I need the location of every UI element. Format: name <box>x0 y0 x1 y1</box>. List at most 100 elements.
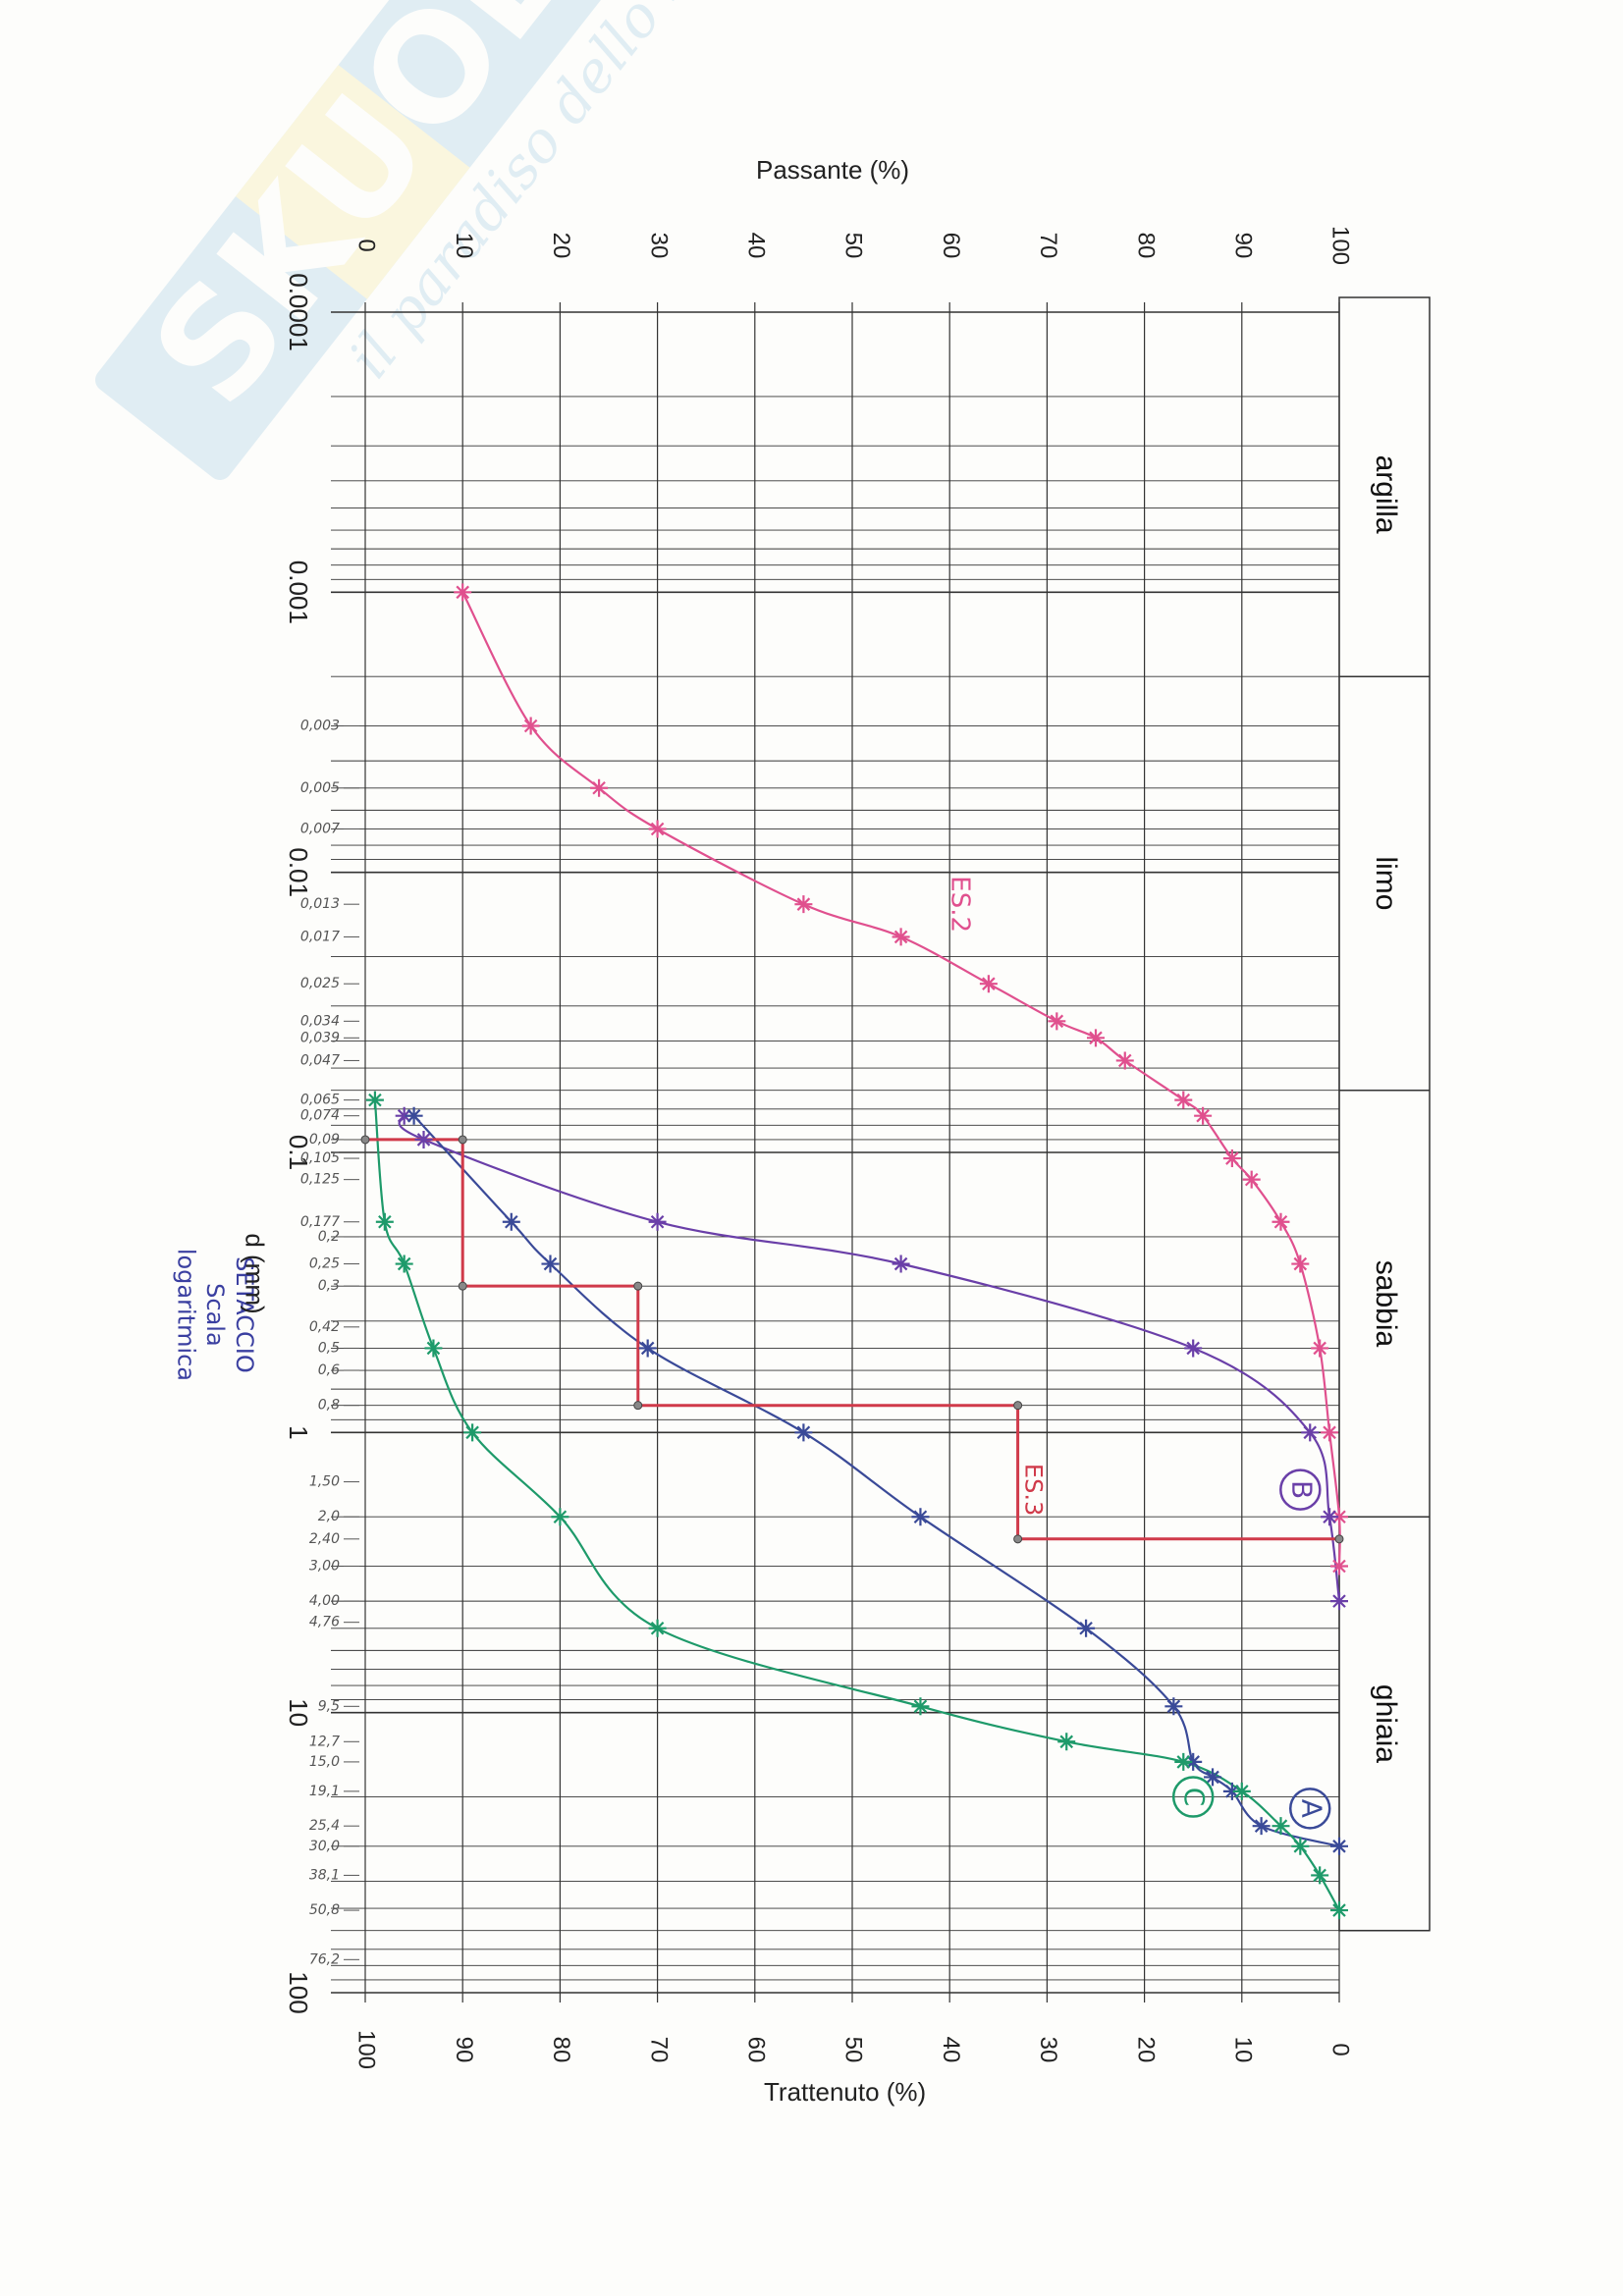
sieve-label: 0,074 <box>300 1108 340 1124</box>
point-ES.2 <box>1330 1508 1348 1526</box>
annotation-logaritmica: logaritmica <box>172 1249 199 1381</box>
series-line-B <box>398 1115 1341 1602</box>
tick-label-d: 10 <box>284 1698 313 1727</box>
sieve-label: 0,013 <box>300 896 340 912</box>
tick-label-trattenuto: 60 <box>742 2037 769 2063</box>
zone-label-argilla: argilla <box>1370 455 1402 534</box>
annotation-ES.3: ES.3 <box>1020 1464 1048 1516</box>
point-ES.2 <box>1242 1170 1261 1189</box>
point-B <box>1330 1592 1348 1611</box>
point-A <box>911 1508 930 1526</box>
tick-label-passante: 90 <box>1229 233 1256 259</box>
sieve-label: 0,177 <box>300 1214 340 1230</box>
sieve-label: 0,09 <box>309 1132 340 1148</box>
point-B <box>395 1106 413 1125</box>
sieve-label: 0,8 <box>318 1398 340 1414</box>
tick-label-passante: 40 <box>742 233 769 259</box>
point-C <box>424 1339 443 1358</box>
point-B <box>1321 1508 1339 1526</box>
point-ES.3 <box>633 1281 643 1291</box>
point-A <box>1222 1782 1241 1800</box>
tick-label-passante: 80 <box>1132 233 1159 259</box>
point-A <box>1164 1697 1183 1716</box>
sieve-label: 0,007 <box>300 821 340 836</box>
point-ES.3 <box>1013 1401 1023 1411</box>
annotation-SETACCIO: SETACCIO <box>231 1256 258 1373</box>
sieve-label: 0,42 <box>309 1319 340 1335</box>
point-C <box>1271 1817 1290 1836</box>
point-ES.2 <box>794 895 813 914</box>
tick-label-trattenuto: 10 <box>1229 2037 1256 2063</box>
sieve-label: 4,00 <box>309 1593 340 1609</box>
point-ES.2 <box>1311 1339 1329 1358</box>
annotation-C: C <box>1178 1788 1211 1807</box>
tick-label-trattenuto: 80 <box>548 2037 574 2063</box>
point-ES.2 <box>590 778 609 797</box>
point-ES.2 <box>521 717 540 735</box>
point-A <box>405 1106 423 1125</box>
tick-label-trattenuto: 90 <box>451 2037 477 2063</box>
sieve-label: 0,065 <box>300 1093 340 1108</box>
point-C <box>463 1423 482 1442</box>
sieve-label: 0,5 <box>318 1340 340 1356</box>
sieve-label: 2,0 <box>318 1509 340 1524</box>
annotation-Scala: Scala <box>201 1283 229 1347</box>
tick-label-passante: 60 <box>938 233 964 259</box>
tick-label-d: 1 <box>284 1425 313 1439</box>
point-ES.2 <box>892 928 910 946</box>
point-A <box>1252 1817 1271 1836</box>
sieve-label: 1,50 <box>309 1474 340 1490</box>
point-C <box>1311 1866 1329 1885</box>
point-A <box>1184 1752 1203 1771</box>
point-ES.2 <box>1291 1255 1310 1273</box>
watermark-logo: SKUOLA il paradiso dello studente <box>95 0 839 480</box>
tick-label-passante: 0 <box>353 239 380 251</box>
sieve-label: 30,0 <box>309 1839 340 1854</box>
tick-label-d: 0.1 <box>284 1135 313 1170</box>
point-C <box>365 1091 384 1109</box>
annotation-A: A <box>1295 1799 1327 1818</box>
point-C <box>1232 1782 1251 1800</box>
sieve-label: 0,2 <box>318 1229 340 1245</box>
sieve-label: 0,005 <box>300 780 340 796</box>
annotation-circle-C <box>1171 1776 1215 1818</box>
point-C <box>395 1255 413 1273</box>
point-ES.2 <box>454 583 472 602</box>
point-C <box>551 1508 569 1526</box>
point-C <box>1330 1901 1348 1920</box>
point-C <box>911 1697 930 1716</box>
tick-label-passante: 20 <box>548 233 574 259</box>
sieve-label: 38,1 <box>309 1867 340 1883</box>
point-ES.2 <box>1330 1557 1348 1575</box>
point-ES.2 <box>1222 1149 1241 1168</box>
point-ES.3 <box>633 1401 643 1411</box>
annotation-circle-B <box>1279 1468 1322 1511</box>
zone-box: argilla limo sabbia ghiaia <box>1338 296 1431 1932</box>
annotation-B: B <box>1285 1480 1318 1499</box>
point-ES.2 <box>1048 1012 1066 1031</box>
sieve-label: 0,039 <box>300 1030 340 1045</box>
tick-label-d: 100 <box>284 1971 313 2013</box>
tick-label-passante: 50 <box>840 233 867 259</box>
point-C <box>375 1212 394 1231</box>
tick-label-trattenuto: 30 <box>1035 2037 1061 2063</box>
point-B <box>892 1255 910 1273</box>
annotation-circle-A <box>1288 1788 1331 1830</box>
point-B <box>414 1130 433 1148</box>
point-ES.2 <box>1174 1091 1193 1109</box>
point-A <box>794 1423 813 1442</box>
sieve-label: 0,017 <box>300 929 340 944</box>
series-line-A <box>412 1114 1340 1847</box>
tick-label-d: 0.0001 <box>284 273 313 351</box>
point-ES.2 <box>979 975 998 993</box>
point-ES.2 <box>648 820 667 838</box>
sieve-label: 19,1 <box>309 1784 340 1799</box>
chart-grid <box>331 302 1340 2002</box>
point-ES.3 <box>458 1135 467 1145</box>
sieve-label: 0,003 <box>300 718 340 733</box>
point-ES.2 <box>1321 1423 1339 1442</box>
point-ES.3 <box>458 1281 467 1291</box>
sieve-label: 3,00 <box>309 1558 340 1574</box>
